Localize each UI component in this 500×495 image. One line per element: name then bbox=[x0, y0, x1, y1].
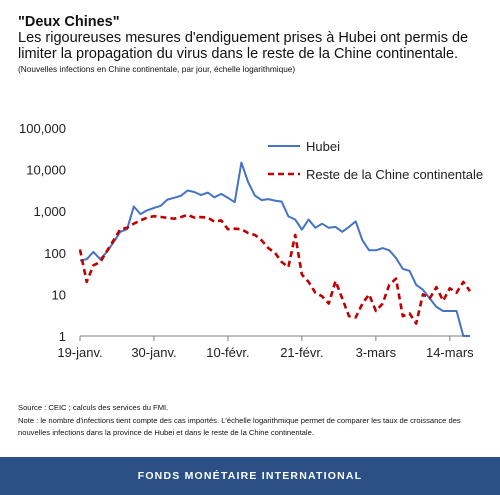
series-line-hubei bbox=[79, 161, 470, 337]
chart-note: Note : le nombre d'infections tient comp… bbox=[18, 415, 461, 438]
legend-label-hubei: Hubei bbox=[306, 139, 340, 154]
chart-title: "Deux Chines" bbox=[18, 14, 120, 30]
footer-banner: FONDS MONÉTAIRE INTERNATIONAL bbox=[0, 457, 500, 495]
y-tick-label: 10 bbox=[52, 287, 66, 302]
line-chart: 1 10 100 1,000 10,000 100,000 19-janv. 30-janv.… bbox=[19, 121, 483, 360]
x-tick-label: 30-janv. bbox=[131, 345, 176, 360]
series-group bbox=[78, 161, 472, 337]
legend: Hubei Reste de la Chine continentale bbox=[268, 139, 483, 182]
y-tick-label: 1,000 bbox=[33, 204, 66, 219]
series-line-reste-chine bbox=[78, 213, 472, 325]
x-tick-label: 21-févr. bbox=[280, 345, 323, 360]
legend-label-reste-chine: Reste de la Chine continentale bbox=[306, 167, 483, 182]
x-tick-label: 10-févr. bbox=[206, 345, 249, 360]
chart-header: "Deux Chines" Les rigoureuses mesures d'… bbox=[18, 14, 488, 75]
x-tick-label: 14-mars bbox=[426, 345, 474, 360]
footnotes: Source : CEIC ; calculs des services du … bbox=[18, 402, 488, 440]
x-tick-label: 19-janv. bbox=[57, 345, 102, 360]
source-note: Source : CEIC ; calculs des services du … bbox=[18, 403, 169, 412]
y-tick-label: 100 bbox=[44, 246, 66, 261]
x-tick-label: 3-mars bbox=[356, 345, 397, 360]
chart-units-note: (Nouvelles infections en Chine continent… bbox=[18, 64, 296, 74]
y-tick-label: 10,000 bbox=[26, 163, 66, 178]
y-tick-label: 1 bbox=[59, 329, 66, 344]
y-tick-label: 100,000 bbox=[19, 121, 66, 136]
chart-subtitle: Les rigoureuses mesures d'endiguement pr… bbox=[18, 30, 469, 62]
axes-group: 1 10 100 1,000 10,000 100,000 19-janv. 30-janv.… bbox=[19, 121, 474, 360]
